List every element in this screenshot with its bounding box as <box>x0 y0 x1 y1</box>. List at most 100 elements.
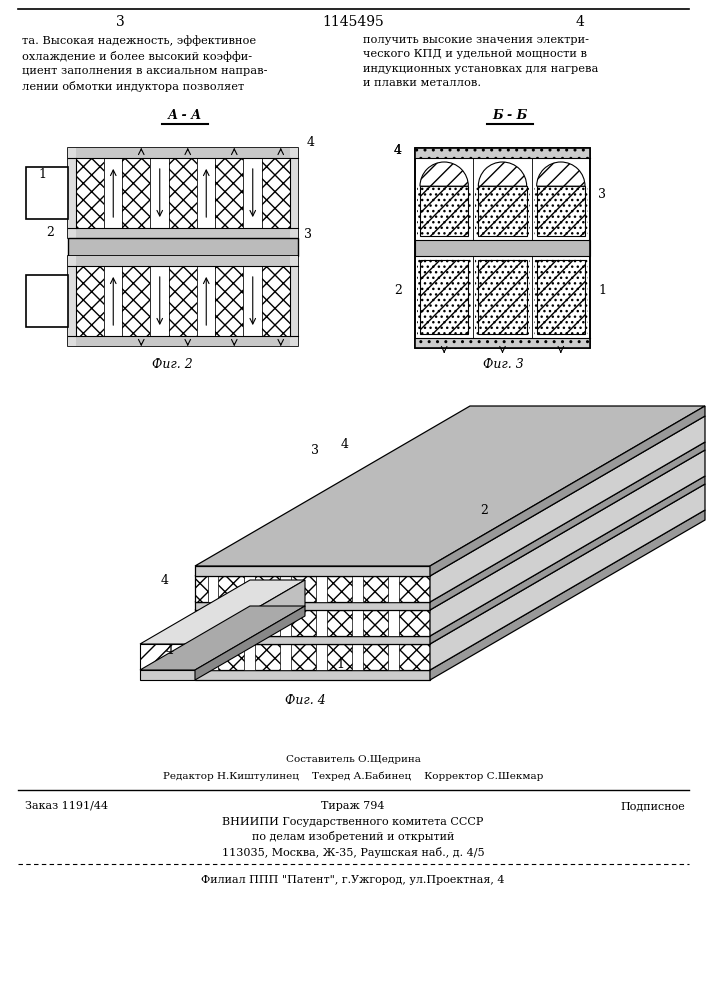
Polygon shape <box>430 416 705 602</box>
Bar <box>68 256 76 346</box>
Bar <box>243 266 262 336</box>
Polygon shape <box>195 610 430 636</box>
Bar <box>290 148 298 238</box>
Bar <box>26 275 68 327</box>
Bar <box>534 259 588 335</box>
Text: 1: 1 <box>336 658 344 672</box>
Bar <box>417 259 472 335</box>
Bar <box>151 266 169 336</box>
Bar <box>104 158 122 228</box>
Polygon shape <box>195 580 305 670</box>
Text: А - А: А - А <box>168 109 202 122</box>
Bar <box>68 336 298 346</box>
Polygon shape <box>388 576 399 602</box>
Text: 113035, Москва, Ж-35, Раушская наб., д. 4/5: 113035, Москва, Ж-35, Раушская наб., д. … <box>222 846 484 857</box>
Text: 4: 4 <box>307 135 315 148</box>
Bar <box>76 158 104 228</box>
Bar <box>262 266 290 336</box>
Bar <box>122 158 151 228</box>
Text: 4: 4 <box>394 143 402 156</box>
Bar <box>537 186 585 236</box>
Polygon shape <box>195 476 705 636</box>
Bar <box>415 338 590 348</box>
Text: 4: 4 <box>341 438 349 452</box>
Polygon shape <box>195 442 705 602</box>
Bar <box>68 256 298 346</box>
Bar <box>534 185 588 237</box>
Text: 2: 2 <box>394 284 402 296</box>
Text: 4: 4 <box>575 15 585 29</box>
Bar <box>420 260 468 334</box>
Polygon shape <box>352 576 363 602</box>
Polygon shape <box>208 644 218 670</box>
Bar <box>197 266 216 336</box>
Bar <box>68 148 298 238</box>
Polygon shape <box>208 610 218 636</box>
Bar <box>420 186 468 236</box>
Bar <box>216 266 243 336</box>
Bar <box>104 266 122 336</box>
Bar <box>415 148 590 158</box>
Bar <box>290 256 298 346</box>
Text: Фиг. 4: Фиг. 4 <box>285 694 325 706</box>
Polygon shape <box>195 484 705 644</box>
Bar <box>151 158 169 228</box>
Text: Подписное: Подписное <box>620 801 685 811</box>
Bar <box>216 158 243 228</box>
Bar <box>479 260 527 334</box>
Polygon shape <box>280 576 291 602</box>
Bar <box>537 186 585 236</box>
Bar <box>415 148 590 348</box>
Bar <box>262 158 290 228</box>
Polygon shape <box>244 644 255 670</box>
Polygon shape <box>195 450 705 610</box>
Bar <box>76 158 104 228</box>
Text: Б - Б: Б - Б <box>492 109 527 122</box>
Text: по делам изобретений и открытий: по делам изобретений и открытий <box>252 832 454 842</box>
Text: Филиал ППП "Патент", г.Ужгород, ул.Проектная, 4: Филиал ППП "Патент", г.Ужгород, ул.Проек… <box>201 875 505 885</box>
Polygon shape <box>140 580 305 644</box>
Text: 3: 3 <box>304 229 312 241</box>
Bar <box>262 266 290 336</box>
Wedge shape <box>537 162 585 186</box>
Text: Тираж 794: Тираж 794 <box>321 801 385 811</box>
Polygon shape <box>316 644 327 670</box>
Text: Фиг. 3: Фиг. 3 <box>483 359 523 371</box>
Bar <box>68 256 298 266</box>
Polygon shape <box>195 636 430 644</box>
Polygon shape <box>388 644 399 670</box>
Bar <box>26 167 68 219</box>
Polygon shape <box>195 566 430 576</box>
Polygon shape <box>195 670 430 680</box>
Wedge shape <box>479 162 527 186</box>
Polygon shape <box>140 606 305 670</box>
Polygon shape <box>316 576 327 602</box>
Text: Заказ 1191/44: Заказ 1191/44 <box>25 801 108 811</box>
Bar <box>420 260 468 334</box>
Bar <box>479 260 527 334</box>
Bar <box>169 158 197 228</box>
Text: Редактор Н.Киштулинец    Техред А.Бабинец    Корректор С.Шекмар: Редактор Н.Киштулинец Техред А.Бабинец К… <box>163 771 543 781</box>
Text: 3: 3 <box>116 15 124 29</box>
Polygon shape <box>430 484 705 670</box>
Polygon shape <box>430 406 705 576</box>
Polygon shape <box>208 576 218 602</box>
Polygon shape <box>195 576 430 602</box>
Bar <box>475 185 530 237</box>
Text: 1: 1 <box>598 284 606 296</box>
Bar <box>169 266 197 336</box>
Polygon shape <box>316 610 327 636</box>
Bar <box>169 266 197 336</box>
Text: Составитель О.Щедрина: Составитель О.Щедрина <box>286 756 421 764</box>
Polygon shape <box>430 476 705 644</box>
Polygon shape <box>388 610 399 636</box>
Polygon shape <box>195 510 705 670</box>
Text: 4: 4 <box>394 143 402 156</box>
Bar <box>197 158 216 228</box>
Bar <box>479 186 527 236</box>
Bar <box>122 266 151 336</box>
Wedge shape <box>420 162 468 186</box>
Text: 2: 2 <box>46 226 54 238</box>
Text: 1: 1 <box>38 168 46 182</box>
Bar <box>537 260 585 334</box>
